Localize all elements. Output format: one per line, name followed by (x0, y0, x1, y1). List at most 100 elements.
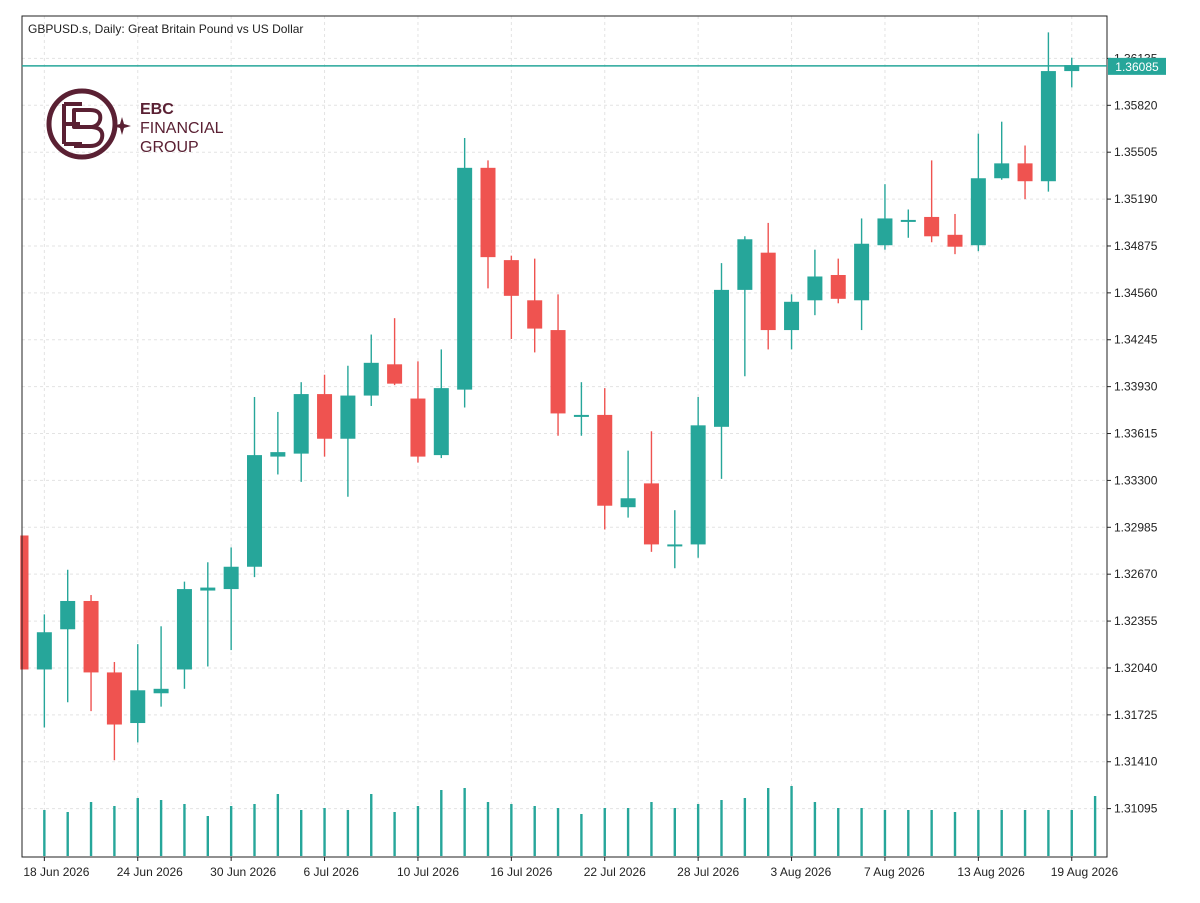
candle-body (410, 398, 426, 457)
candle-body (970, 178, 986, 246)
price-tick-label: 1.32040 (1114, 661, 1158, 675)
candle-body (807, 276, 823, 301)
price-tick-label: 1.35505 (1114, 145, 1158, 159)
candle-bullish[interactable] (153, 626, 169, 707)
price-axis: 1.31095 1.31410 1.31725 1.32040 1.32355 1.326… (1107, 51, 1158, 816)
candle-body (830, 274, 846, 299)
candle-bullish[interactable] (223, 547, 239, 651)
candle-bullish[interactable] (854, 218, 870, 331)
candle-bearish[interactable] (106, 662, 122, 761)
candle-body (550, 330, 566, 414)
candle-bullish[interactable] (36, 614, 52, 728)
price-tick-label: 1.31725 (1114, 708, 1158, 722)
candle-bearish[interactable] (503, 255, 519, 340)
candle-body (106, 672, 122, 725)
price-tick-label: 1.32985 (1114, 520, 1158, 534)
candle-body (1040, 71, 1056, 182)
price-tick-label: 1.35190 (1114, 192, 1158, 206)
candle-bearish[interactable] (317, 374, 333, 457)
candle-body (60, 600, 76, 630)
candle-body (714, 289, 729, 427)
candle-bearish[interactable] (830, 258, 846, 304)
candle-bullish[interactable] (130, 644, 146, 743)
price-tick-label: 1.35820 (1114, 98, 1158, 112)
candle-bearish[interactable] (947, 213, 963, 255)
candle-body (690, 425, 706, 545)
candle-body (270, 452, 286, 457)
candle-body (947, 234, 963, 247)
time-tick-label: 6 Jul 2026 (304, 865, 360, 879)
candle-bullish[interactable] (363, 334, 379, 406)
time-tick-label: 13 Aug 2026 (957, 865, 1025, 879)
candle-bullish[interactable] (293, 382, 309, 482)
candle-body (22, 535, 29, 670)
candle-body (387, 364, 403, 384)
candle-bearish[interactable] (387, 318, 403, 386)
candle-body (293, 394, 309, 454)
time-tick-label: 19 Aug 2026 (1051, 865, 1119, 879)
candle-bearish[interactable] (1017, 145, 1033, 200)
candle-bullish[interactable] (60, 569, 76, 703)
candle-bearish[interactable] (480, 160, 496, 289)
candle-bullish[interactable] (176, 581, 192, 689)
candle-bullish[interactable] (690, 397, 706, 558)
candle-body (153, 688, 169, 694)
candle-body (620, 498, 636, 508)
price-tick-label: 1.34245 (1114, 333, 1158, 347)
candle-bullish[interactable] (737, 236, 753, 377)
candle-bearish[interactable] (597, 388, 613, 530)
candle-body (760, 252, 776, 331)
candle-bullish[interactable] (900, 209, 916, 238)
time-tick-label: 30 Jun 2026 (210, 865, 276, 879)
candle-body (363, 362, 379, 396)
candle-body (737, 239, 753, 290)
candle-bullish[interactable] (714, 263, 729, 479)
candle-body (573, 414, 589, 417)
time-tick-label: 7 Aug 2026 (864, 865, 925, 879)
candle-body (924, 216, 940, 237)
candle-bearish[interactable] (760, 222, 776, 350)
current-price-label: 1.36085 (1115, 60, 1159, 74)
logo-line-1: EBC (140, 101, 174, 118)
candle-bearish[interactable] (924, 160, 940, 243)
candle-bullish[interactable] (807, 249, 823, 316)
time-tick-label: 24 Jun 2026 (117, 865, 183, 879)
candle-bearish[interactable] (83, 595, 99, 712)
logo-monogram (62, 102, 105, 148)
candle-bullish[interactable] (247, 397, 262, 578)
candle-bearish[interactable] (550, 294, 566, 436)
candle-body (877, 218, 893, 246)
candle-bearish[interactable] (20, 535, 29, 670)
candle-bullish[interactable] (433, 349, 449, 459)
candle-bullish[interactable] (620, 450, 636, 518)
current-price-badge (1108, 57, 1166, 75)
candle-body (643, 483, 659, 545)
candle-bullish[interactable] (970, 133, 986, 252)
candle-body (994, 163, 1010, 179)
candle-bullish[interactable] (573, 382, 589, 436)
candle-bullish[interactable] (994, 121, 1010, 180)
candle-bullish[interactable] (1064, 57, 1080, 88)
candle-bullish[interactable] (1040, 32, 1056, 192)
candle-bullish[interactable] (877, 184, 893, 250)
candle-bearish[interactable] (527, 258, 543, 353)
candle-body (340, 395, 356, 439)
candle-body (83, 600, 99, 673)
candle-bullish[interactable] (200, 562, 216, 667)
candle-body (176, 589, 192, 670)
candle-body (457, 167, 473, 390)
candle-bearish[interactable] (410, 361, 426, 463)
candle-bullish[interactable] (270, 411, 286, 475)
candle-bullish[interactable] (457, 138, 473, 408)
time-axis: 18 Jun 2026 24 Jun 2026 30 Jun 2026 6 Jul 2… (23, 857, 1118, 879)
logo-line-3: GROUP (140, 139, 199, 156)
chart-title: GBPUSD.s, Daily: Great Britain Pound vs … (28, 22, 303, 36)
candle-bullish[interactable] (340, 365, 356, 497)
price-tick-label: 1.31095 (1114, 802, 1158, 816)
candle-bullish[interactable] (667, 510, 683, 569)
candle-bullish[interactable] (784, 294, 800, 350)
candle-bearish[interactable] (643, 431, 659, 552)
logo-sparkle-icon (113, 117, 131, 135)
plot-frame (21, 15, 1108, 858)
